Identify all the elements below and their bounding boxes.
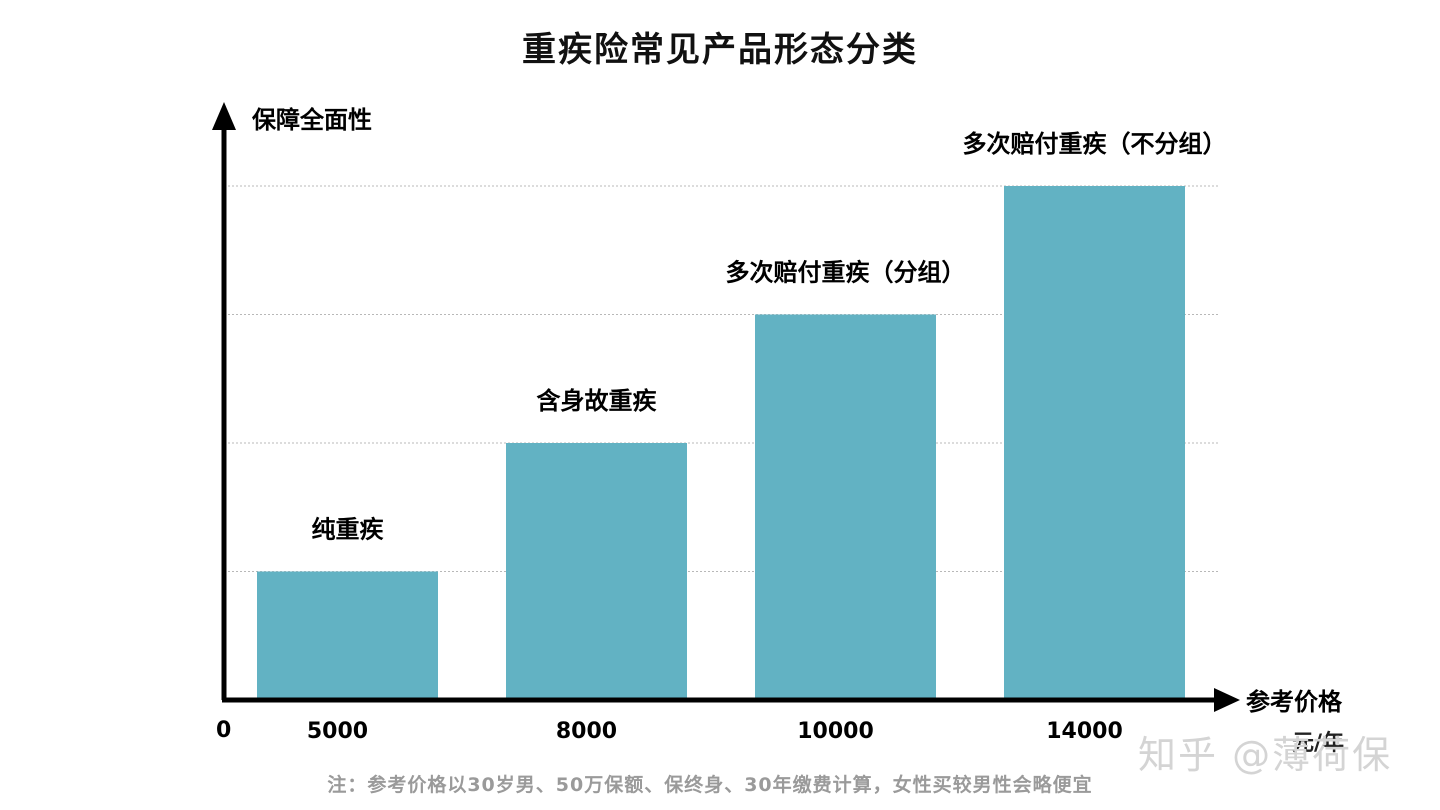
y-axis-arrow (212, 102, 236, 130)
x-axis-arrow (1214, 688, 1240, 712)
x-tick-label: 5000 (307, 719, 368, 744)
bar (755, 314, 936, 700)
bar-label: 多次赔付重疾（不分组） (963, 130, 1227, 158)
bar-label: 含身故重疾 (537, 387, 657, 415)
bar (506, 443, 687, 700)
watermark: 知乎 @薄荷保 (1138, 733, 1393, 777)
y-axis-label: 保障全面性 (251, 106, 372, 134)
bar-label: 多次赔付重疾（分组） (726, 259, 966, 287)
x-tick-label: 8000 (556, 719, 617, 744)
bar (1004, 186, 1185, 700)
bar-label: 纯重疾 (312, 516, 384, 544)
x-unit-label: 元/年 (1292, 730, 1344, 756)
bars (257, 186, 1185, 700)
origin-label: 0 (216, 718, 231, 743)
x-tick-label: 14000 (1046, 719, 1123, 744)
bar-labels: 纯重疾 含身故重疾 多次赔付重疾（分组） 多次赔付重疾（不分组） (312, 130, 1227, 544)
bar (257, 571, 438, 700)
x-axis-label: 参考价格 (1246, 688, 1343, 716)
x-tick-labels: 5000 8000 10000 14000 (307, 719, 1123, 744)
x-tick-label: 10000 (797, 719, 874, 744)
chart-title: 重疾险常见产品形态分类 (522, 30, 918, 70)
footnote: 注：参考价格以30岁男、50万保额、保终身、30年缴费计算，女性买较男性会略便宜 (327, 774, 1093, 796)
